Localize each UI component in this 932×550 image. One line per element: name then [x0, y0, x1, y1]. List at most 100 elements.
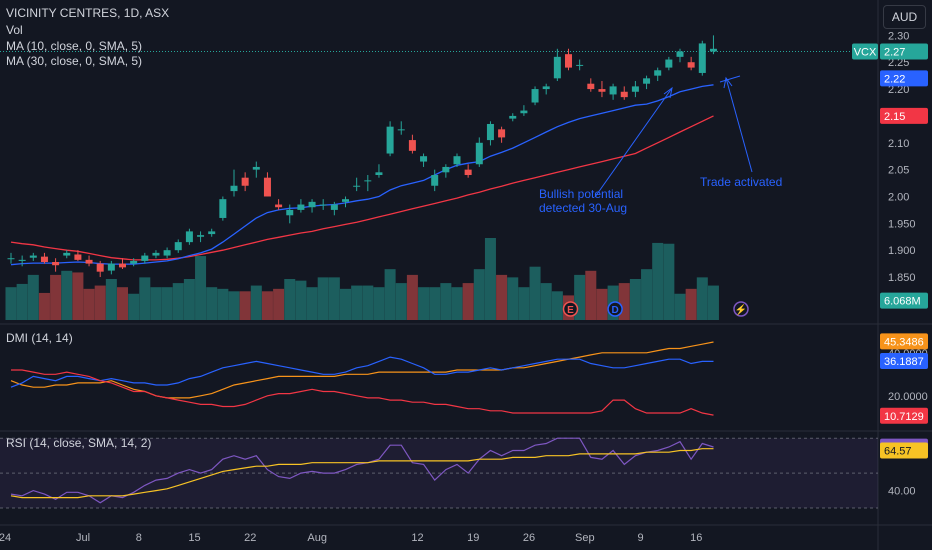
price-tag-value: 2.27 — [884, 46, 905, 58]
currency-button[interactable]: AUD — [883, 5, 926, 29]
candle-body — [431, 175, 439, 186]
volume-bar — [451, 287, 463, 320]
candle-body — [130, 260, 138, 264]
ma10-legend[interactable]: MA (10, close, 0, SMA, 5) — [6, 39, 143, 53]
volume-bar — [384, 269, 396, 320]
candle-body — [609, 86, 617, 95]
volume-bar — [172, 283, 184, 320]
ma10-series — [10, 84, 714, 266]
time-tick-label: Sep — [575, 532, 595, 544]
volume-bar — [629, 279, 641, 320]
candle-body — [63, 252, 71, 256]
annotation-arrow — [594, 87, 673, 198]
candle-body — [631, 86, 639, 92]
rsi-legend[interactable]: RSI (14, close, SMA, 14, 2) — [6, 436, 152, 450]
candle-body — [197, 235, 205, 237]
time-tick-label: 24 — [0, 532, 11, 544]
volume-bar — [139, 277, 151, 320]
volume-bar — [161, 287, 173, 320]
dmi-legend[interactable]: DMI (14, 14) — [6, 331, 73, 345]
annotation-text: Bullish potential — [539, 187, 623, 201]
volume-bar — [674, 293, 686, 320]
volume-bar — [83, 288, 95, 320]
rsi-series — [10, 448, 714, 499]
volume-bar — [696, 277, 708, 320]
candle-body — [364, 180, 372, 182]
candle-body — [18, 259, 26, 261]
annotation-arrowhead — [723, 76, 733, 89]
symbol-tag-label: VCX — [854, 46, 877, 58]
annotation-text: detected 30-Aug — [539, 201, 627, 215]
volume-bar — [418, 287, 430, 320]
candle-body — [643, 78, 651, 84]
ma30-series — [10, 115, 714, 261]
volume-bar — [206, 287, 218, 320]
rsi-tick-label: 40.00 — [888, 486, 916, 498]
candle-body — [453, 156, 461, 165]
candle-body — [263, 177, 271, 197]
volume-bar — [5, 287, 17, 320]
volume-bar — [61, 270, 73, 320]
volume-bar — [27, 274, 39, 320]
candle-body — [241, 177, 249, 186]
volume-bar — [72, 272, 84, 320]
volume-bar — [284, 279, 296, 320]
candle-body — [74, 254, 82, 260]
time-tick-label: 12 — [411, 532, 423, 544]
volume-bar — [518, 287, 530, 320]
candle-body — [297, 204, 305, 210]
dmi-value-tag — [880, 407, 928, 424]
volume-bar — [596, 288, 608, 320]
candle-body — [498, 129, 506, 138]
volume-bar — [295, 280, 307, 320]
volume-bar — [507, 277, 519, 320]
volume-bar — [406, 274, 418, 320]
candle-body — [509, 115, 517, 119]
ma30-legend[interactable]: MA (30, close, 0, SMA, 5) — [6, 54, 143, 68]
annotation-text: Trade activated — [700, 175, 782, 189]
volume-bar — [16, 283, 28, 320]
annotation-arrowhead — [663, 86, 673, 99]
ma10-line — [10, 84, 714, 266]
volume-bar — [228, 291, 240, 320]
candle-body — [286, 209, 294, 216]
price-tick-label: 2.30 — [888, 30, 909, 42]
candle-body — [709, 48, 717, 52]
ma30-line — [10, 115, 714, 261]
volume-bar — [540, 283, 552, 320]
dmi-value-tag — [880, 333, 928, 350]
candle-body — [342, 199, 349, 202]
candle-body — [576, 64, 584, 66]
volume-bar — [94, 285, 106, 320]
event-badge-label: E — [567, 305, 574, 316]
price-tag — [880, 43, 928, 60]
volume-bar — [351, 285, 363, 320]
volume-bar — [105, 279, 117, 320]
volume-bar — [618, 283, 630, 320]
time-tick-label: 9 — [637, 532, 643, 544]
candle-body — [420, 156, 428, 162]
volume-bar — [128, 293, 140, 320]
candle-body — [687, 62, 695, 68]
rsi-value-label: 64.57 — [884, 445, 912, 457]
candle-body — [52, 262, 60, 266]
time-tick-label: 16 — [690, 532, 702, 544]
volume-legend[interactable]: Vol — [6, 23, 23, 37]
price-tag-value: 2.15 — [884, 111, 905, 123]
candle-body — [208, 231, 216, 235]
event-badge — [607, 301, 623, 317]
candle-body — [553, 56, 561, 79]
volume-bar — [306, 287, 318, 320]
volume-bar — [484, 238, 496, 320]
price-tag — [880, 292, 928, 309]
annotation-arrow — [725, 77, 753, 173]
candle-body — [486, 123, 494, 141]
candle-body — [152, 252, 160, 256]
volume-bar — [328, 277, 340, 320]
symbol-title[interactable]: VICINITY CENTRES, 1D, ASX — [6, 6, 170, 20]
candle-body — [598, 89, 606, 92]
candle-body — [96, 263, 104, 272]
volume-bar — [195, 256, 207, 320]
time-tick-label: 8 — [136, 532, 142, 544]
